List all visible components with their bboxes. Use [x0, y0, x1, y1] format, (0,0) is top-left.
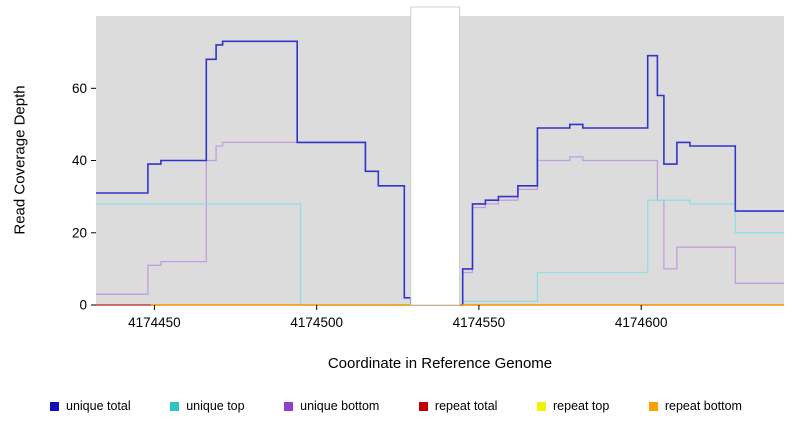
- x-axis-label: Coordinate in Reference Genome: [327, 355, 553, 372]
- series-unique-total: [96, 40, 784, 306]
- legend-swatch-unique-top: [170, 401, 180, 411]
- x-tick-label: 4174450: [128, 315, 181, 330]
- legend-swatch-repeat-top: [537, 401, 546, 411]
- y-tick-label: 0: [79, 298, 87, 313]
- legend-label: unique bottom: [300, 399, 380, 413]
- legend-label: unique top: [186, 399, 245, 413]
- legend-item: unique total: [50, 399, 131, 413]
- x-tick-label: 4174600: [615, 315, 668, 330]
- masked-region: [410, 6, 460, 306]
- y-tick-label: 60: [72, 81, 87, 96]
- legend-label: repeat bottom: [664, 399, 742, 413]
- legend: unique total unique top unique bottom repea…: [0, 399, 792, 413]
- legend-swatch-unique-bottom: [284, 401, 294, 411]
- legend-item: unique top: [170, 399, 245, 413]
- legend-item: repeat top: [537, 399, 609, 413]
- legend-item: unique bottom: [284, 399, 379, 413]
- legend-swatch-unique-total: [50, 401, 59, 411]
- y-axis-label: Read Coverage Depth: [11, 85, 29, 235]
- legend-item: repeat total: [418, 399, 498, 413]
- x-tick-label: 4174500: [290, 315, 343, 330]
- y-tick-label: 20: [72, 225, 87, 240]
- coverage-plot: 4174450 4174500 4174550 4174600 0 20 40 60: [72, 6, 784, 330]
- legend-label: unique total: [66, 399, 131, 413]
- legend-item: repeat bottom: [648, 399, 742, 413]
- legend-swatch-repeat-total: [418, 401, 428, 411]
- legend-label: repeat top: [553, 399, 610, 413]
- legend-label: repeat total: [434, 399, 498, 413]
- legend-swatch-repeat-bottom: [648, 401, 658, 411]
- y-tick-label: 40: [72, 153, 87, 168]
- x-tick-label: 4174550: [453, 315, 506, 330]
